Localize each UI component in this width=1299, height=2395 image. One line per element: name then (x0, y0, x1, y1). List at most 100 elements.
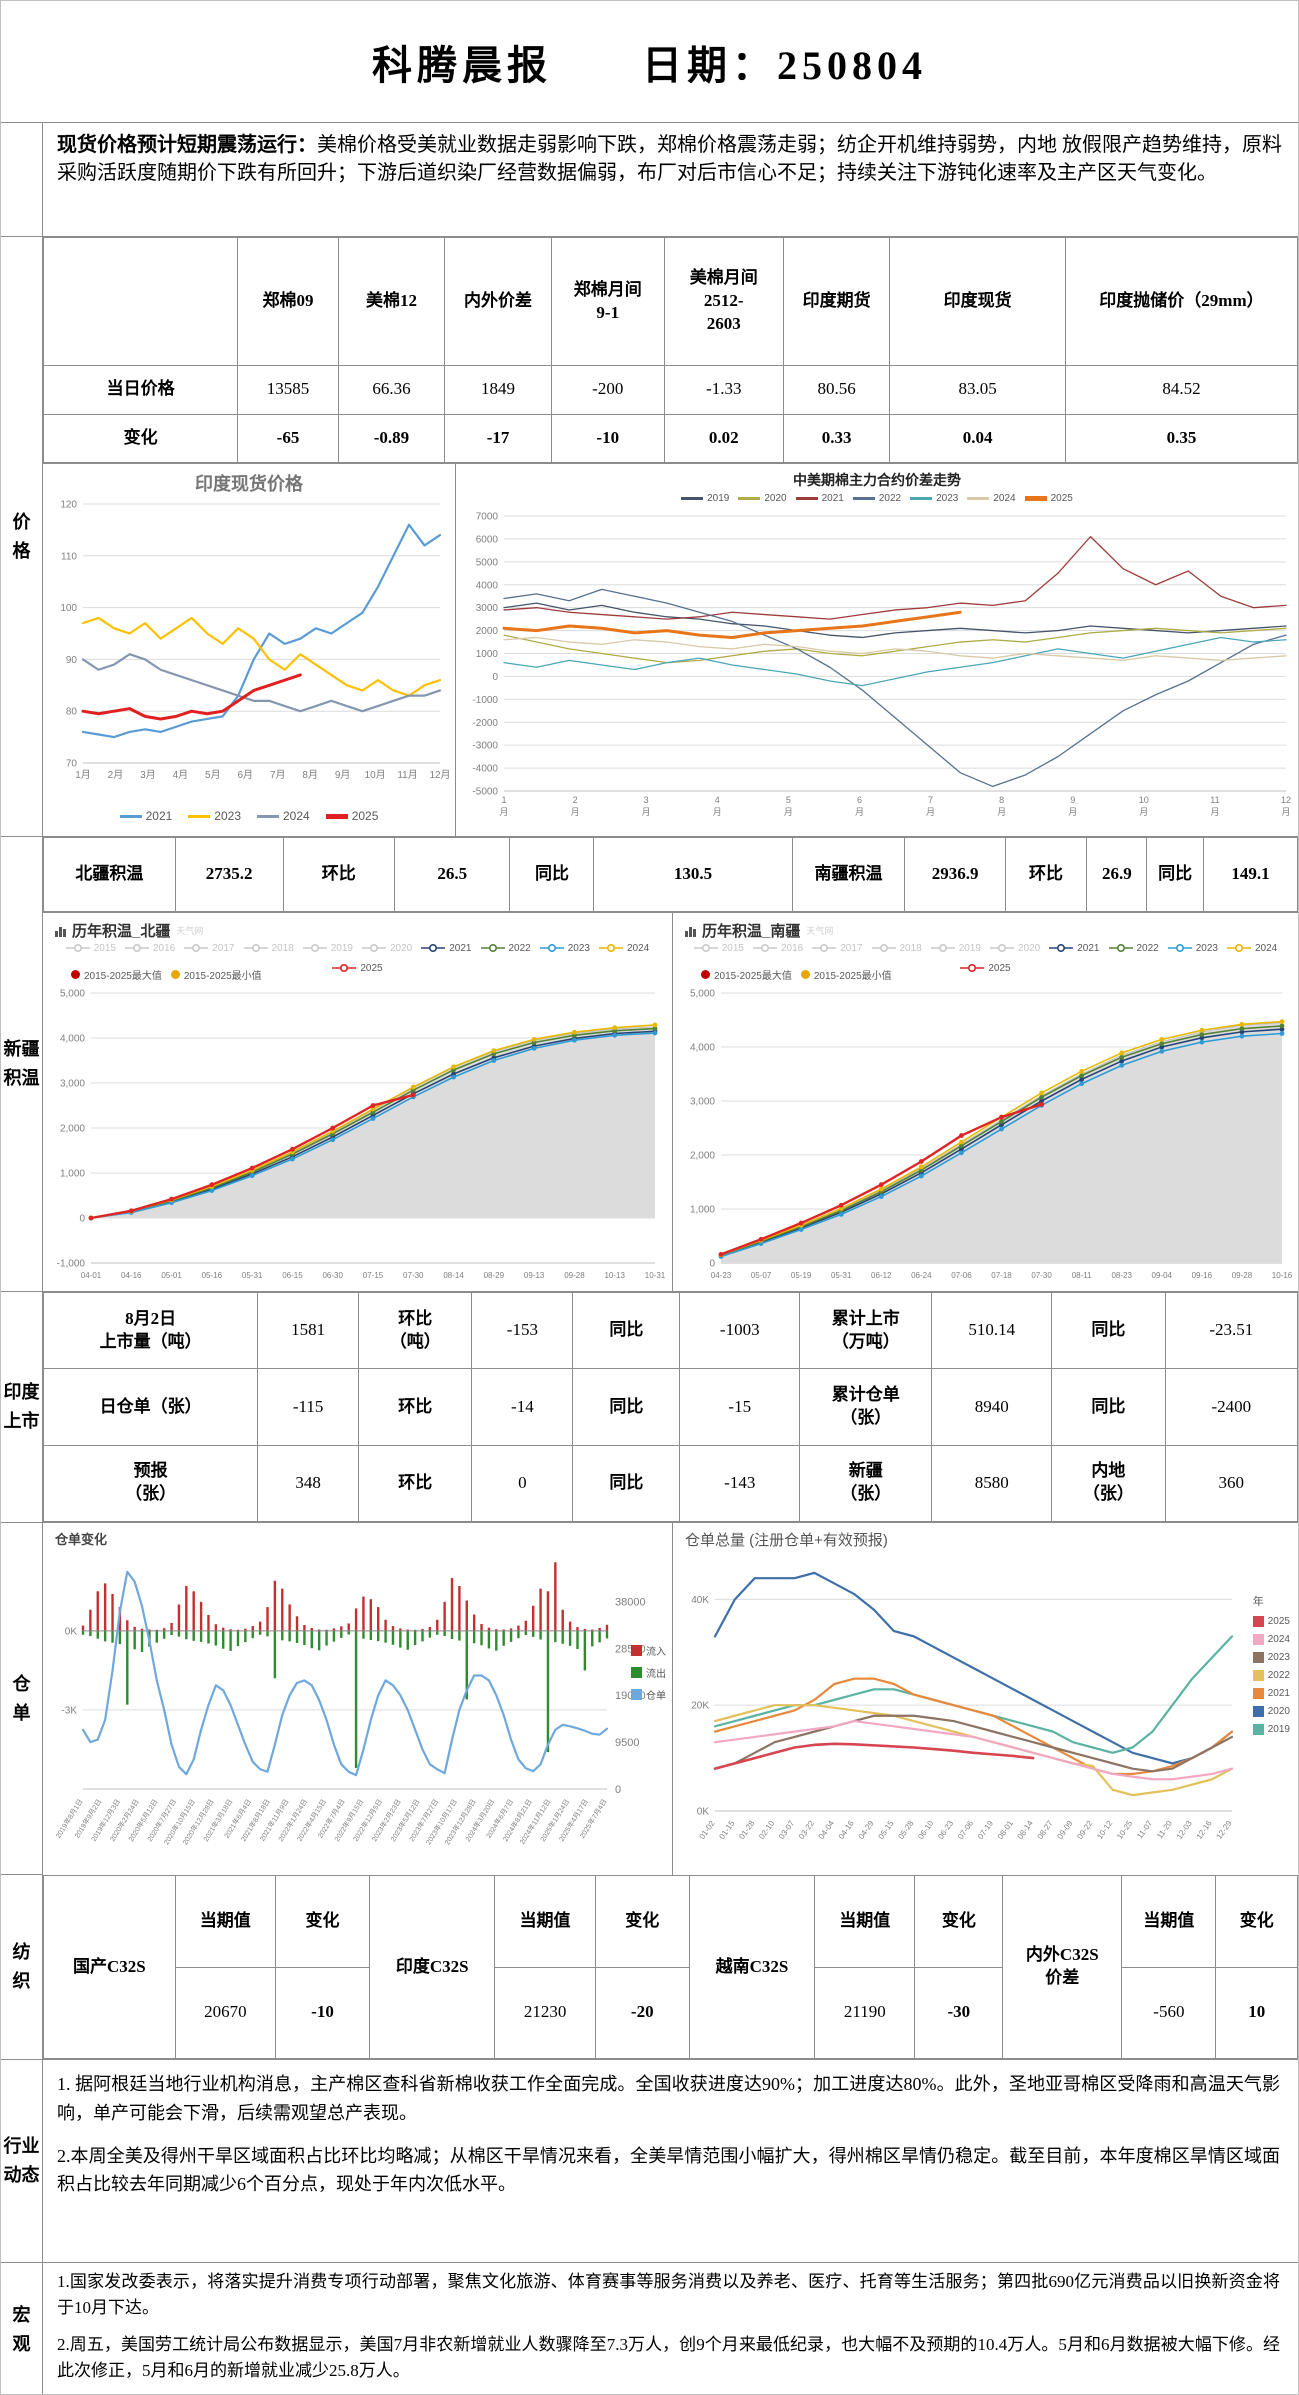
legend-label: 2015-2025最小值 (183, 971, 262, 983)
legend-item: 2022 (852, 493, 901, 504)
temp-south-title-row: 历年积温_南疆 天气网 (673, 913, 1298, 943)
svg-text:110: 110 (61, 551, 77, 562)
table-cell: 同比 (1146, 837, 1204, 912)
india-section: 印度 上市 8月2日 上市量（吨） 1581 环比 （吨） -153 同比 -1003 累计… (1, 1291, 1298, 1523)
svg-text:-4000: -4000 (472, 764, 498, 775)
svg-text:-1000: -1000 (472, 695, 498, 706)
legend-item: 2025 (1024, 493, 1073, 504)
table-cell: 当期值 (174, 1875, 276, 1968)
svg-text:06-24: 06-24 (911, 1271, 932, 1280)
svg-text:05-15: 05-15 (876, 1819, 895, 1841)
svg-text:08-29: 08-29 (484, 1271, 505, 1280)
svg-text:12-03: 12-03 (1175, 1819, 1194, 1841)
table-cell: 当日价格 (42, 365, 239, 415)
chart-india-spot: 印度现货价格 120 110 100 90 80 70 1月 2月 3月 4月 5月 6月 7月 8月 9月… (43, 464, 456, 836)
industry-section: 行业 动态 1. 据阿根廷当地行业机构消息，主产棉区查科省新棉收获工作全面完成。… (1, 2059, 1298, 2262)
svg-text:0K: 0K (697, 1807, 710, 1818)
legend-swatch-icon (1252, 1634, 1264, 1645)
svg-text:06-15: 06-15 (282, 1271, 303, 1280)
table-cell: 0.04 (889, 413, 1066, 464)
svg-text:9500: 9500 (615, 1737, 639, 1749)
summary-content: 现货价格预计短期震荡运行：美棉价格受美就业数据走弱影响下跌，郑棉价格震荡走弱；纺… (43, 123, 1298, 236)
svg-text:08-23: 08-23 (1111, 1271, 1132, 1280)
sidebar-label-xinjiang: 新疆 积温 (1, 837, 43, 1291)
chart-title-temp-north: 历年积温_北疆 (72, 923, 171, 941)
legend-label: 2023 (1195, 942, 1218, 954)
svg-text:7月: 7月 (270, 769, 286, 781)
legend-swatch-icon (1024, 495, 1047, 501)
svg-text:07-06: 07-06 (951, 1271, 972, 1280)
table-cell: 印度期货 (782, 236, 891, 367)
svg-text:4月: 4月 (173, 769, 189, 781)
table-cell: 当期值 (814, 1875, 916, 1968)
legend-item: 2016 (125, 943, 175, 954)
legend-label: 2024 (993, 492, 1016, 504)
svg-text:09-09: 09-09 (1055, 1819, 1074, 1841)
svg-text:03-22: 03-22 (797, 1819, 816, 1841)
macro-section: 宏 观 1.国家发改委表示，将落实提升消费专项行动部署，聚焦文化旅游、体育赛事等… (1, 2262, 1298, 2394)
chart-title-warrant-total: 仓单总量 (注册仓单+有效预报) (685, 1532, 888, 1549)
table-cell: 10 (1215, 1966, 1298, 2059)
table-cell: 149.1 (1202, 837, 1298, 912)
legend-label: 2021 (1267, 1688, 1290, 1699)
legend-label: 2019 (958, 942, 981, 954)
legend-label: 2016 (153, 942, 176, 954)
legend-swatch-icon (125, 943, 149, 953)
legend-item: 2025 (960, 963, 1011, 974)
report-header: 科腾晨报 日期：250804 (1, 1, 1298, 122)
xinjiang-section: 新疆 积温 北疆积温 2735.2 环比 26.5 同比 130.5 南疆积温 2936.9 环… (1, 836, 1298, 1291)
sidebar-label-industry: 行业 动态 (1, 2060, 43, 2262)
summary-lead: 现货价格预计短期震荡运行： (57, 134, 317, 156)
svg-text:04-04: 04-04 (817, 1819, 836, 1841)
svg-text:06-23: 06-23 (936, 1819, 955, 1841)
price-table: 郑棉09 美棉12 内外价差 郑棉月间 9-1 美棉月间 2512- 2603 印度期货印… (42, 236, 1298, 464)
source-tag: 天气网 (806, 926, 834, 937)
legend-swatch-icon (1167, 943, 1192, 953)
temp-north-legend-years: 2015 2016 2017 2018 2019 2020 2021 2022 2023 2024… (43, 942, 672, 974)
legend-swatch-icon (631, 1645, 642, 1656)
svg-text:8月: 8月 (997, 795, 1006, 817)
svg-text:3,000: 3,000 (60, 1078, 85, 1089)
india-spot-plot: 120 110 100 90 80 70 1月 2月 3月 4月 5月 6月 7月 8月 9月 10月 11月 1… (43, 492, 455, 797)
legend-swatch-icon (693, 943, 718, 953)
svg-text:06-10: 06-10 (916, 1819, 935, 1841)
svg-text:-5000: -5000 (472, 787, 498, 798)
legend-swatch-icon (1252, 1652, 1264, 1663)
svg-text:6月: 6月 (855, 795, 864, 817)
svg-text:4000: 4000 (476, 580, 499, 591)
svg-text:09-04: 09-04 (1152, 1271, 1173, 1280)
legend-swatch-icon (812, 943, 837, 953)
legend-label: 2019 (330, 942, 353, 954)
svg-text:11月: 11月 (1210, 795, 1219, 817)
legend-swatch-icon (681, 496, 704, 500)
sidebar-label-india: 印度 上市 (1, 1292, 43, 1522)
page-title: 科腾晨报 日期：250804 (372, 33, 927, 91)
legend-item: 2022 (1252, 1670, 1290, 1681)
summary-paragraph: 现货价格预计短期震荡运行：美棉价格受美就业数据走弱影响下跌，郑棉价格震荡走弱；纺… (43, 123, 1298, 194)
report-date: 日期：250804 (642, 42, 927, 88)
data-table: 国产C32S 当期值 变化 印度C32S 当期值 变化 越南C32S 当期值 变化 内外C32S … (43, 1875, 1298, 2059)
legend-item: 流出 (631, 1665, 666, 1680)
svg-text:6月: 6月 (237, 769, 253, 781)
table-cell: 同比 (509, 837, 595, 912)
sidebar-label-warrant: 仓 单 (1, 1523, 43, 1874)
table-cell: 日仓单（张） (42, 1368, 259, 1446)
svg-text:05-16: 05-16 (202, 1271, 223, 1280)
table-cell: -200 (550, 365, 665, 415)
table-cell: 累计仓单 （张） (799, 1368, 933, 1446)
source-tag: 天气网 (176, 926, 204, 937)
table-cell: 80.56 (782, 365, 891, 415)
table-cell: 8月2日 上市量（吨） (42, 1291, 259, 1370)
legend-label: 2021 (821, 492, 844, 504)
table-cell: 同比 (1051, 1368, 1166, 1446)
svg-text:05-19: 05-19 (791, 1271, 812, 1280)
xinjiang-content: 北疆积温 2735.2 环比 26.5 同比 130.5 南疆积温 2936.9 环比 26.9 同… (43, 837, 1298, 1291)
report-title: 科腾晨报 (372, 42, 552, 88)
table-cell: -560 (1121, 1966, 1217, 2059)
table-cell: 环比 (1004, 837, 1088, 912)
svg-text:5,000: 5,000 (690, 988, 715, 999)
industry-content: 1. 据阿根廷当地行业机构消息，主产棉区查科省新棉收获工作全面完成。全国收获进度… (43, 2060, 1298, 2262)
legend-swatch-icon (1252, 1670, 1264, 1681)
svg-text:04-01: 04-01 (81, 1271, 102, 1280)
side-cell-empty (1, 123, 43, 236)
